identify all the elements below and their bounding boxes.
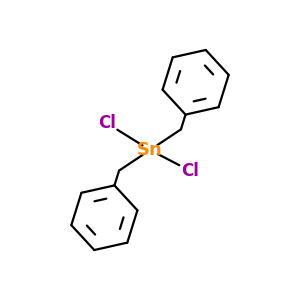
- Text: Cl: Cl: [181, 162, 199, 180]
- Text: Cl: Cl: [98, 115, 116, 133]
- Text: Sn: Sn: [137, 141, 163, 159]
